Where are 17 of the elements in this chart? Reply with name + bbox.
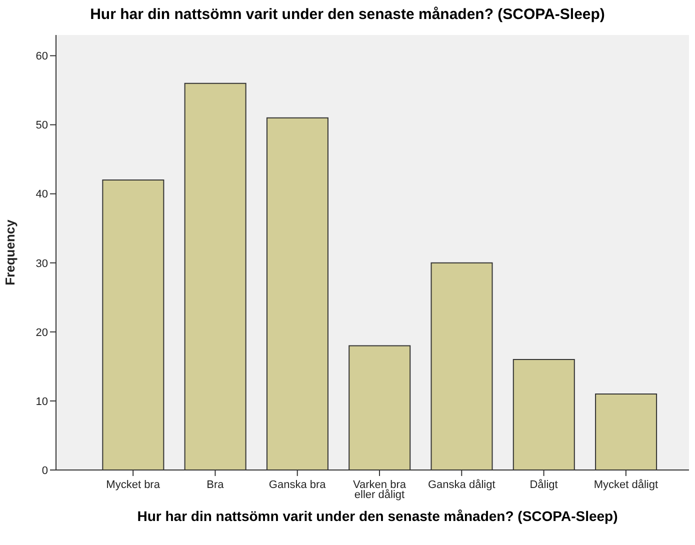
y-tick-label: 60 [36,50,48,63]
x-tick-label: Ganska bra [268,479,327,491]
y-tick-label: 30 [36,258,48,270]
x-tick-label: Dåligt [530,479,558,491]
y-tick-label: 50 [36,120,48,132]
x-tick-label: Varken bra eller dåligt [353,479,407,501]
x-tick-label: Mycket dåligt [594,479,658,491]
y-tick-label: 10 [36,396,48,408]
x-tick-label: Bra [206,479,225,491]
y-tick-label: 40 [36,188,48,201]
chart-title: Hur har din nattsömn varit under den senaste månaden? (SCOPA-Sleep) [89,6,606,23]
y-axis-title: Frequency [2,218,18,286]
x-tick-label: Mycket bra [106,479,161,491]
x-axis-title: Hur har din nattsömn varit under den senaste månaden? (SCOPA-Sleep) [136,508,619,524]
y-tick-label: 0 [42,464,48,477]
x-tick-label: Ganska dåligt [428,479,496,491]
y-tick-label: 20 [36,326,48,339]
